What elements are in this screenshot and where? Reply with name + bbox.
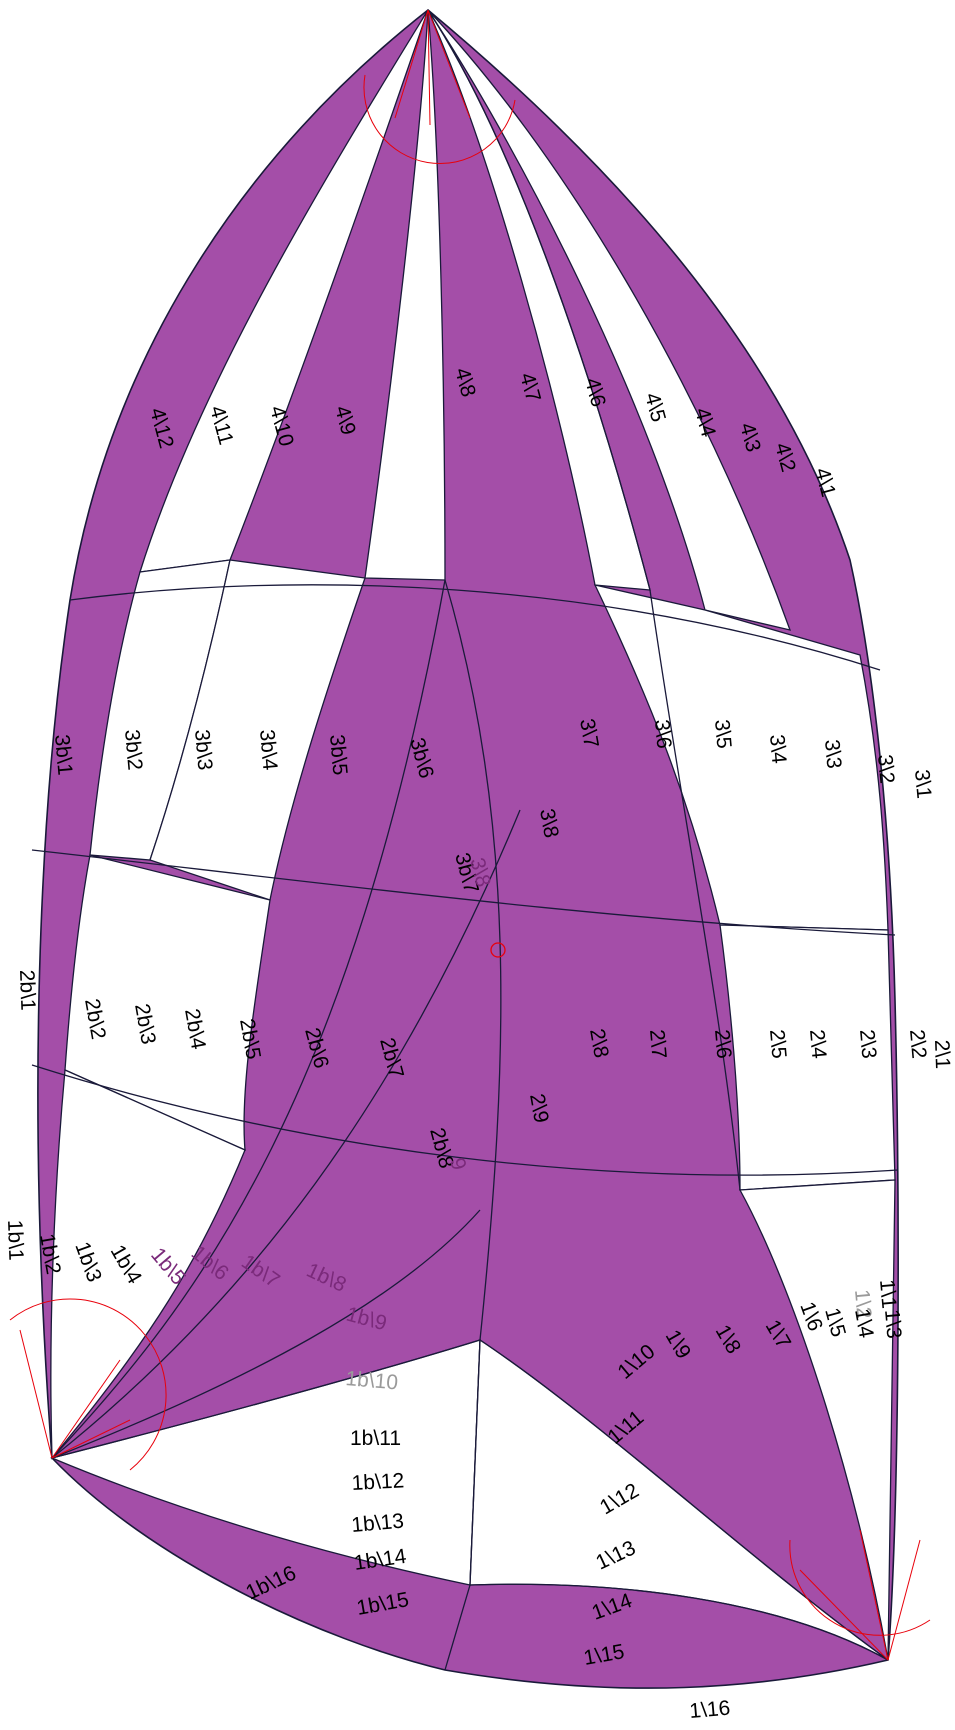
- label-2-4: 2\4: [805, 1028, 830, 1059]
- label-1-16: 1\16: [688, 1697, 731, 1723]
- label-3b-2: 3b\2: [120, 728, 146, 771]
- label-3b-5: 3b\5: [325, 733, 351, 776]
- label-2-1: 2\1: [930, 1039, 954, 1069]
- label-3b-4: 3b\4: [255, 728, 282, 771]
- label-3-3: 3\3: [820, 738, 845, 769]
- label-2-9: 2\9: [525, 1092, 553, 1125]
- label-2-6: 2\6: [710, 1028, 735, 1059]
- label-1-4: 1\4: [850, 1307, 878, 1340]
- label-2-2: 2\2: [905, 1028, 930, 1059]
- construction-lines: [9, 9, 931, 1661]
- label-1b-13: 1b\13: [350, 1509, 404, 1536]
- label-2b-1: 2b\1: [15, 969, 39, 1011]
- label-1-3: 1\3: [880, 1308, 905, 1339]
- label-3b-3: 3b\3: [190, 728, 216, 771]
- label-1-1: 1\1: [875, 1278, 900, 1309]
- label-3-5: 3\5: [710, 718, 735, 749]
- label-3-4: 3\4: [765, 733, 790, 764]
- label-2-5: 2\5: [765, 1028, 790, 1059]
- label-3-6: 3\6: [650, 718, 675, 749]
- label-3-8: 3\8: [535, 807, 563, 840]
- label-1-2: 1\2: [850, 1288, 875, 1319]
- label-2b-9: 9: [445, 1155, 470, 1172]
- label-2-8: 2\8: [585, 1027, 613, 1060]
- label-1b-10: 1b\10: [345, 1367, 399, 1394]
- label-2-7: 2\7: [645, 1028, 670, 1059]
- label-3b-1: 3b\1: [50, 733, 76, 776]
- label-2-3: 2\3: [855, 1028, 880, 1059]
- seam-lines: [31, 9, 899, 1671]
- label-1b-1: 1b\1: [3, 1219, 27, 1261]
- center-of-effort-marker: [490, 942, 506, 958]
- panel-labels: 4\12 4\11 4\10 4\9 4\8 4\7 4\6 4\5 4\4 4…: [3, 365, 954, 1723]
- label-3-1: 3\1: [910, 768, 935, 799]
- label-1b-12: 1b\12: [351, 1469, 405, 1495]
- label-1b-11: 1b\11: [350, 1427, 401, 1450]
- label-3-7: 3\7: [575, 717, 603, 750]
- label-3-2: 3\2: [873, 753, 898, 784]
